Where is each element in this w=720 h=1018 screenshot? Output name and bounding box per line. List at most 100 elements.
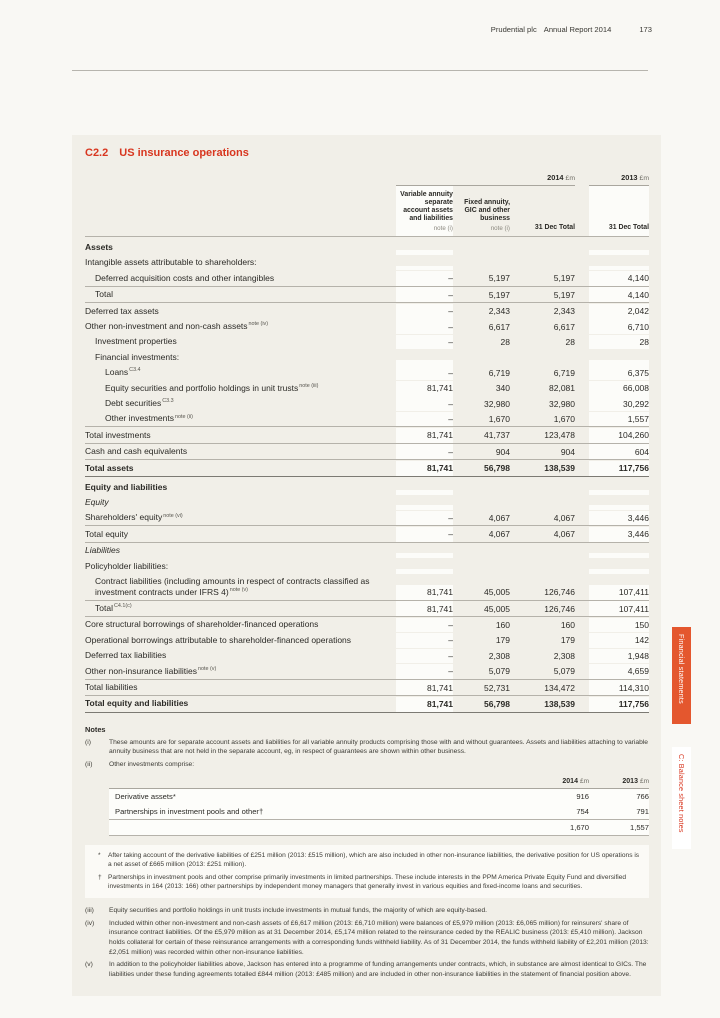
table-row: Deferred tax assets – 2,343 2,343 2,042 bbox=[85, 302, 649, 319]
cell-value: – bbox=[396, 663, 453, 679]
table-row: Total investments 81,741 41,737 123,478 104,… bbox=[85, 426, 649, 443]
cell-value bbox=[589, 250, 649, 255]
row-label: Deferred tax assets bbox=[85, 305, 159, 316]
cell-value: 104,260 bbox=[589, 427, 649, 443]
cell-value: 1,670 bbox=[488, 413, 510, 424]
table-row: Deferred acquisition costs and other int… bbox=[85, 270, 649, 286]
note-number: (iv) bbox=[85, 919, 95, 927]
row-label: Operational borrowings attributable to s… bbox=[85, 634, 352, 645]
cell-value bbox=[453, 360, 510, 365]
cell-value: 56,798 bbox=[484, 699, 510, 710]
row-label: Equity and liabilities bbox=[85, 481, 168, 492]
note-item-iv: (iv) Included within other non-investmen… bbox=[85, 919, 649, 958]
cell-value: 5,197 bbox=[488, 289, 510, 300]
note-item-v: (v) In addition to the policyholder liab… bbox=[85, 960, 649, 979]
row-label: Total investments bbox=[85, 429, 151, 440]
note-number: (iii) bbox=[85, 906, 94, 914]
cell-value: 81,741 bbox=[396, 380, 453, 396]
cell-value: 3,446 bbox=[589, 510, 649, 526]
cell-value: 117,756 bbox=[589, 460, 649, 476]
cell-value: 138,539 bbox=[544, 699, 575, 710]
cell-value bbox=[510, 360, 575, 365]
cell-value: 107,411 bbox=[589, 584, 649, 600]
table-row: Assets bbox=[85, 237, 649, 255]
cell-value bbox=[396, 250, 453, 255]
cell-value: 904 bbox=[560, 446, 575, 457]
cell-value bbox=[396, 265, 453, 271]
cell-value: 4,067 bbox=[488, 513, 510, 524]
cell-value: 81,741 bbox=[396, 584, 453, 600]
subtable-cell: 791 bbox=[636, 806, 649, 816]
cell-value bbox=[453, 569, 510, 574]
table-row: Policyholder liabilities: bbox=[85, 558, 649, 574]
subtable-cell: 1,557 bbox=[629, 822, 649, 832]
row-label: Total assets bbox=[85, 462, 134, 473]
cell-value: 4,067 bbox=[553, 513, 575, 524]
subtable-cell: 916 bbox=[576, 791, 589, 801]
footnote-symbol: * bbox=[98, 851, 101, 859]
note-ref: note (vi) bbox=[163, 512, 183, 519]
cell-value: 1,670 bbox=[553, 413, 575, 424]
cell-value: 6,617 bbox=[553, 321, 575, 332]
cell-value: 81,741 bbox=[396, 601, 453, 617]
cell-value bbox=[589, 568, 649, 574]
tab-financial-statements[interactable]: Financial statements bbox=[672, 627, 691, 724]
row-label: Total bbox=[95, 289, 113, 300]
table-row: Investment properties – 28 28 28 bbox=[85, 334, 649, 350]
cell-value: 82,081 bbox=[549, 383, 575, 394]
row-label: Deferred acquisition costs and other int… bbox=[95, 272, 275, 283]
row-label: Investment properties bbox=[95, 336, 177, 347]
row-label: Contract liabilities (including amounts … bbox=[95, 576, 370, 597]
table-row: TotalC4.1(c) 81,741 45,005 126,746 107,411 bbox=[85, 599, 649, 617]
cell-value: 4,067 bbox=[488, 529, 510, 540]
section-name: US insurance operations bbox=[119, 147, 249, 159]
cell-value bbox=[396, 359, 453, 365]
table-row: Contract liabilities (including amounts … bbox=[85, 574, 649, 600]
cell-value: 1,557 bbox=[589, 411, 649, 427]
table-body: Assets Intangible assets attributable to … bbox=[85, 237, 649, 713]
notes-heading: Notes bbox=[85, 724, 106, 734]
cell-value bbox=[453, 553, 510, 558]
cell-value: 340 bbox=[495, 383, 510, 394]
content-panel: C2.2 US insurance operations 2014 £m 2013… bbox=[72, 135, 661, 996]
cell-value: 123,478 bbox=[544, 430, 575, 441]
table-row: Equity bbox=[85, 495, 649, 510]
row-label: Equity bbox=[85, 496, 109, 507]
header-report-title: Annual Report 2014 bbox=[543, 25, 612, 34]
cell-value: 45,005 bbox=[484, 603, 510, 614]
col-header-fixed-annuity: Fixed annuity, GIC and other business no… bbox=[453, 186, 510, 236]
cell-value bbox=[396, 505, 453, 510]
header-brand: Prudential plc bbox=[490, 25, 537, 34]
cell-value: 28 bbox=[589, 334, 649, 350]
header-rule bbox=[72, 70, 648, 71]
balance-sheet-table: 2014 £m 2013 £m Variable annuity separate … bbox=[85, 173, 649, 713]
row-label: Core structural borrowings of shareholde… bbox=[85, 619, 319, 630]
cell-value bbox=[589, 489, 649, 495]
cell-value bbox=[453, 250, 510, 255]
cell-value: 114,310 bbox=[589, 680, 649, 696]
note-text: Included within other non-investment and… bbox=[109, 919, 649, 956]
cell-value: 32,980 bbox=[484, 398, 510, 409]
cell-value bbox=[589, 505, 649, 510]
cell-value: 1,948 bbox=[589, 648, 649, 664]
col-header-2013-total: 31 Dec Total bbox=[589, 186, 649, 236]
row-label: Cash and cash equivalents bbox=[85, 446, 188, 457]
note-ref: note (iii) bbox=[299, 382, 319, 389]
cell-value: 2,308 bbox=[488, 650, 510, 661]
page-number: 173 bbox=[639, 25, 652, 34]
cell-value: – bbox=[396, 444, 453, 460]
cell-value: 2,042 bbox=[589, 303, 649, 319]
tab-balance-sheet-notes[interactable]: C: Balance sheet notes bbox=[672, 747, 691, 849]
col-note-ref: note (i) bbox=[433, 224, 453, 232]
row-label: Total equity and liabilities bbox=[85, 698, 189, 709]
cell-value: – bbox=[396, 334, 453, 350]
col-header-variable-annuity: Variable annuity separate account assets… bbox=[396, 186, 453, 236]
table-row: Deferred tax liabilities – 2,308 2,308 1,948 bbox=[85, 648, 649, 664]
cell-value: 52,731 bbox=[484, 682, 510, 693]
row-label: Financial investments: bbox=[95, 351, 180, 362]
cell-value: – bbox=[396, 319, 453, 334]
table-row: Total liabilities 81,741 52,731 134,472 114,… bbox=[85, 678, 649, 696]
other-investments-table: 2014 £m 2013 £m Derivative assets* 916 766… bbox=[109, 775, 649, 836]
table-row: Core structural borrowings of shareholde… bbox=[85, 616, 649, 633]
subtable-row-label: Derivative assets* bbox=[115, 791, 176, 801]
